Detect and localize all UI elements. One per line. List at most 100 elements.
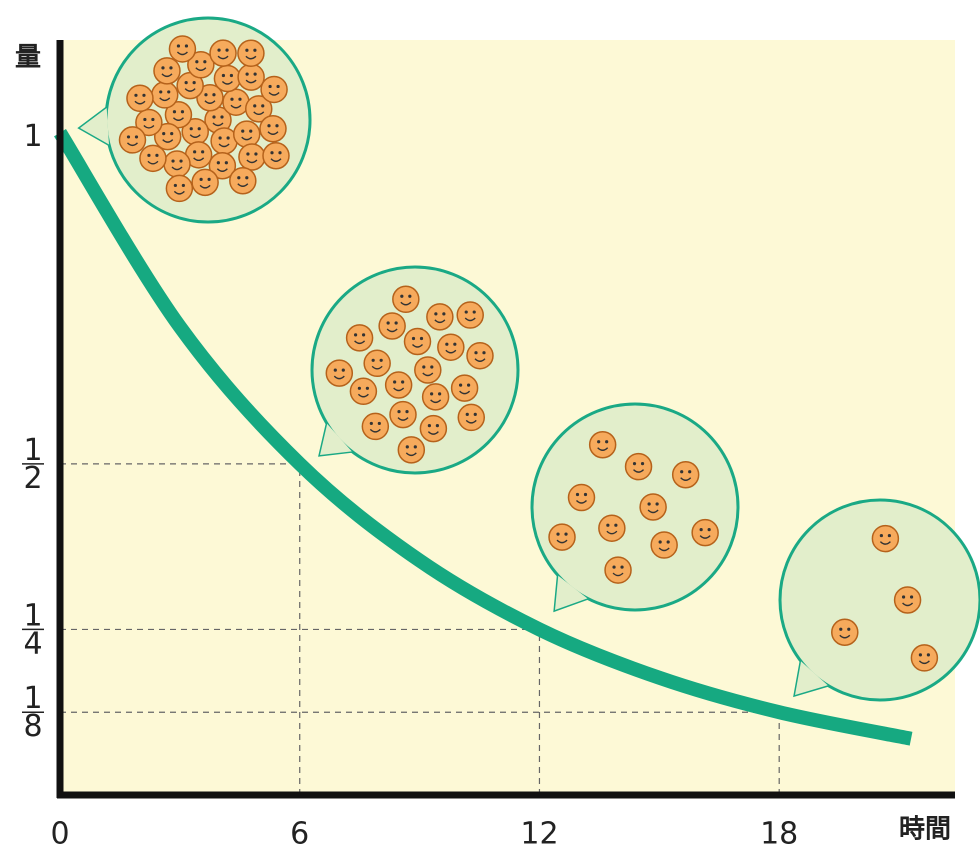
face (568, 485, 594, 511)
face-eye (226, 136, 229, 139)
face (164, 151, 190, 177)
face (640, 494, 666, 520)
face (427, 304, 453, 330)
face-eye (393, 380, 396, 383)
face (457, 302, 483, 328)
face-eye (888, 534, 891, 537)
face-eye (656, 502, 659, 505)
x-tick-label: 18 (760, 817, 798, 852)
face (467, 343, 493, 369)
face-eye (334, 369, 337, 372)
face (452, 375, 478, 401)
face-eye (612, 565, 615, 568)
face-eye (220, 115, 223, 118)
y-tick-label: 1 (23, 119, 42, 154)
face-eye (641, 462, 644, 465)
face-eye (276, 85, 279, 88)
face-eye (173, 110, 176, 113)
face (223, 89, 249, 115)
face-eye (212, 93, 215, 96)
face (127, 85, 153, 111)
face (651, 532, 677, 558)
face-eye (267, 124, 270, 127)
face-eye (436, 424, 439, 427)
bubble (532, 404, 738, 610)
face-eye (174, 184, 177, 187)
face (239, 144, 265, 170)
face-eye (370, 422, 373, 425)
face (895, 587, 921, 613)
face-eye (422, 365, 425, 368)
face-eye (217, 161, 220, 164)
face-eye (171, 159, 174, 162)
x-tick-label: 12 (520, 817, 558, 852)
face (379, 313, 405, 339)
face-eye (576, 493, 579, 496)
face-eye (182, 184, 185, 187)
face-eye (434, 312, 437, 315)
face-eye (606, 524, 609, 527)
face (872, 526, 898, 552)
face-eye (400, 295, 403, 298)
face-eye (147, 154, 150, 157)
face-eye (902, 595, 905, 598)
face (169, 36, 195, 62)
face (362, 413, 388, 439)
face (911, 645, 937, 671)
face (832, 619, 858, 645)
face-eye (387, 321, 390, 324)
face-eye (201, 150, 204, 153)
face-eye (135, 135, 138, 138)
face-eye (648, 502, 651, 505)
face-eye (605, 440, 608, 443)
face (390, 402, 416, 428)
face-eye (222, 74, 225, 77)
face-eye (143, 118, 146, 121)
face-eye (230, 74, 233, 77)
face-eye (200, 178, 203, 181)
face-eye (620, 565, 623, 568)
face-eye (473, 310, 476, 313)
face-eye (246, 152, 249, 155)
face-eye (378, 422, 381, 425)
face-eye (241, 130, 244, 133)
face (438, 334, 464, 360)
face-eye (217, 49, 220, 52)
face-eye (633, 462, 636, 465)
face-eye (193, 150, 196, 153)
face (234, 121, 260, 147)
face-eye (203, 60, 206, 63)
face (350, 378, 376, 404)
face-eye (474, 413, 477, 416)
face-eye (466, 413, 469, 416)
face-eye (847, 628, 850, 631)
face-eye (151, 118, 154, 121)
face-eye (380, 359, 383, 362)
face-eye (230, 98, 233, 101)
face-eye (420, 337, 423, 340)
face-eye (181, 110, 184, 113)
face (458, 404, 484, 430)
face-eye (614, 524, 617, 527)
face-eye (584, 493, 587, 496)
face-eye (430, 392, 433, 395)
face-eye (839, 628, 842, 631)
face (260, 116, 286, 142)
face (152, 82, 178, 108)
face-eye (910, 595, 913, 598)
face-eye (190, 127, 193, 130)
face-eye (445, 343, 448, 346)
face-eye (193, 81, 196, 84)
x-tick-label: 0 (50, 817, 69, 852)
face-eye (708, 528, 711, 531)
face (673, 462, 699, 488)
y-axis-label: 量 (15, 43, 41, 73)
face-eye (246, 72, 249, 75)
face-eye (395, 321, 398, 324)
face-eye (688, 470, 691, 473)
face-eye (401, 380, 404, 383)
face-eye (134, 94, 137, 97)
face (230, 168, 256, 194)
face-eye (177, 44, 180, 47)
face-eye (556, 533, 559, 536)
